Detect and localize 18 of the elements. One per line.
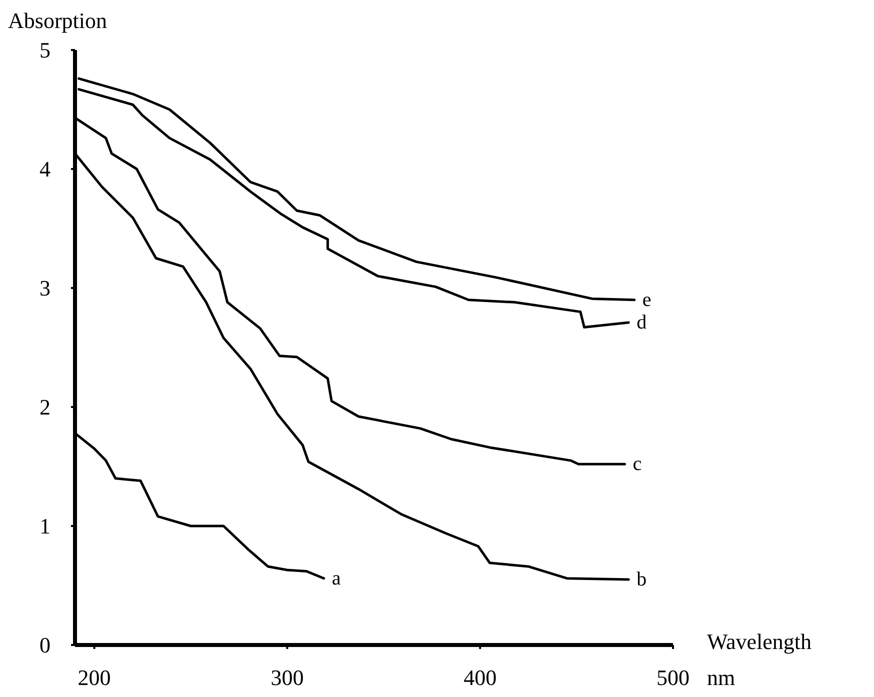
y-tick-label: 0	[40, 632, 50, 658]
y-axis-title: Absorption	[8, 8, 107, 33]
series-label: a	[332, 567, 341, 590]
series-label: b	[636, 568, 647, 591]
x-tick-label: 300	[270, 665, 304, 690]
y-tick-label: 1	[40, 514, 50, 539]
y-tick-label: 5	[40, 38, 50, 63]
x-tick-label: 200	[78, 665, 111, 690]
x-axis-title: Wavelength	[707, 629, 812, 654]
y-tick-label: 3	[40, 276, 50, 301]
x-tick-label: 400	[464, 665, 497, 690]
text: nm	[707, 665, 736, 690]
series-label: d	[636, 312, 647, 334]
y-tick-label: 2	[40, 394, 50, 420]
series-label: c	[632, 453, 642, 476]
series-label: e	[642, 288, 652, 311]
x-tick-label: 500	[656, 665, 690, 690]
y-tick-label: 4	[40, 156, 50, 182]
